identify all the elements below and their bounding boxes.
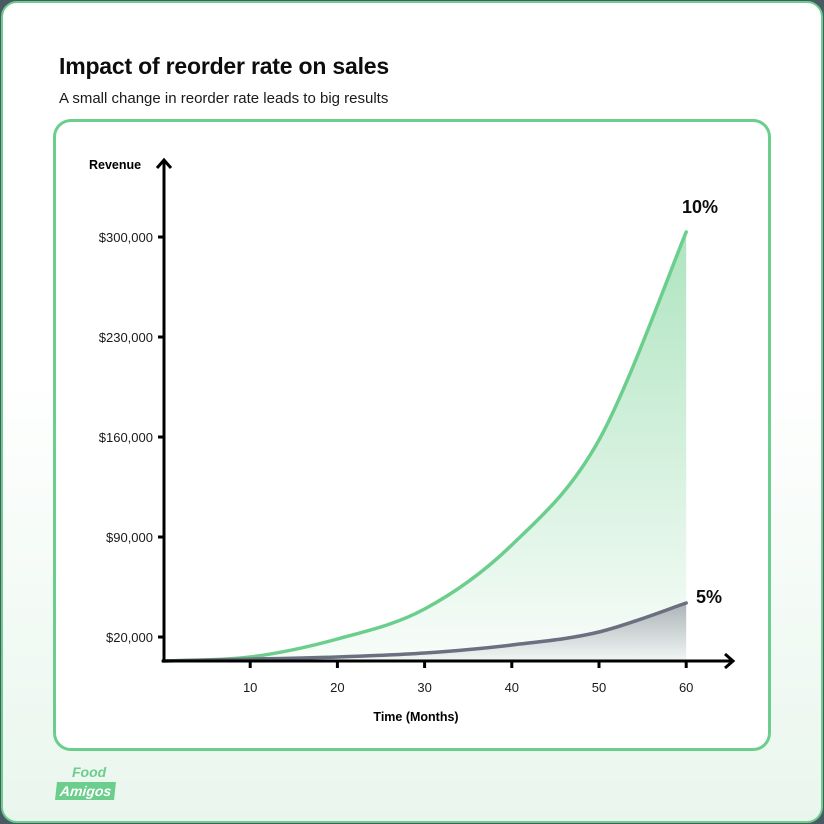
area-10pct: [163, 232, 687, 661]
y-tick-label: $20,000: [106, 630, 153, 645]
x-axis-arrow-icon: [724, 652, 736, 670]
x-ticks: 10 20 30 40 50 60: [243, 661, 693, 695]
logo-word-food: Food: [72, 764, 107, 780]
y-tick-label: $160,000: [99, 430, 153, 445]
line-5pct: [161, 601, 688, 663]
page-title: Impact of reorder rate on sales: [59, 53, 389, 79]
x-tick-label: 10: [243, 680, 257, 695]
x-tick-label: 50: [592, 680, 606, 695]
series-label-10pct: 10%: [682, 197, 718, 217]
area-5pct: [163, 603, 687, 661]
y-tick-label: $90,000: [106, 530, 153, 545]
x-axis-label: Time (Months): [373, 710, 458, 724]
brand-logo: Food Amigos: [55, 764, 128, 804]
y-ticks: $20,000 $90,000 $160,000 $230,000 $300,000: [99, 230, 164, 645]
x-tick-label: 60: [679, 680, 693, 695]
series-label-5pct: 5%: [696, 587, 722, 607]
x-tick-label: 40: [505, 680, 519, 695]
logo-word-amigos: Amigos: [55, 782, 117, 800]
y-axis-label: Revenue: [89, 158, 141, 172]
y-tick-label: $300,000: [99, 230, 153, 245]
y-tick-label: $230,000: [99, 330, 153, 345]
line-10pct: [161, 230, 688, 663]
x-tick-label: 30: [417, 680, 431, 695]
y-axis-arrow-icon: [155, 157, 173, 169]
x-tick-label: 20: [330, 680, 344, 695]
page-subtitle: A small change in reorder rate leads to …: [59, 90, 389, 107]
